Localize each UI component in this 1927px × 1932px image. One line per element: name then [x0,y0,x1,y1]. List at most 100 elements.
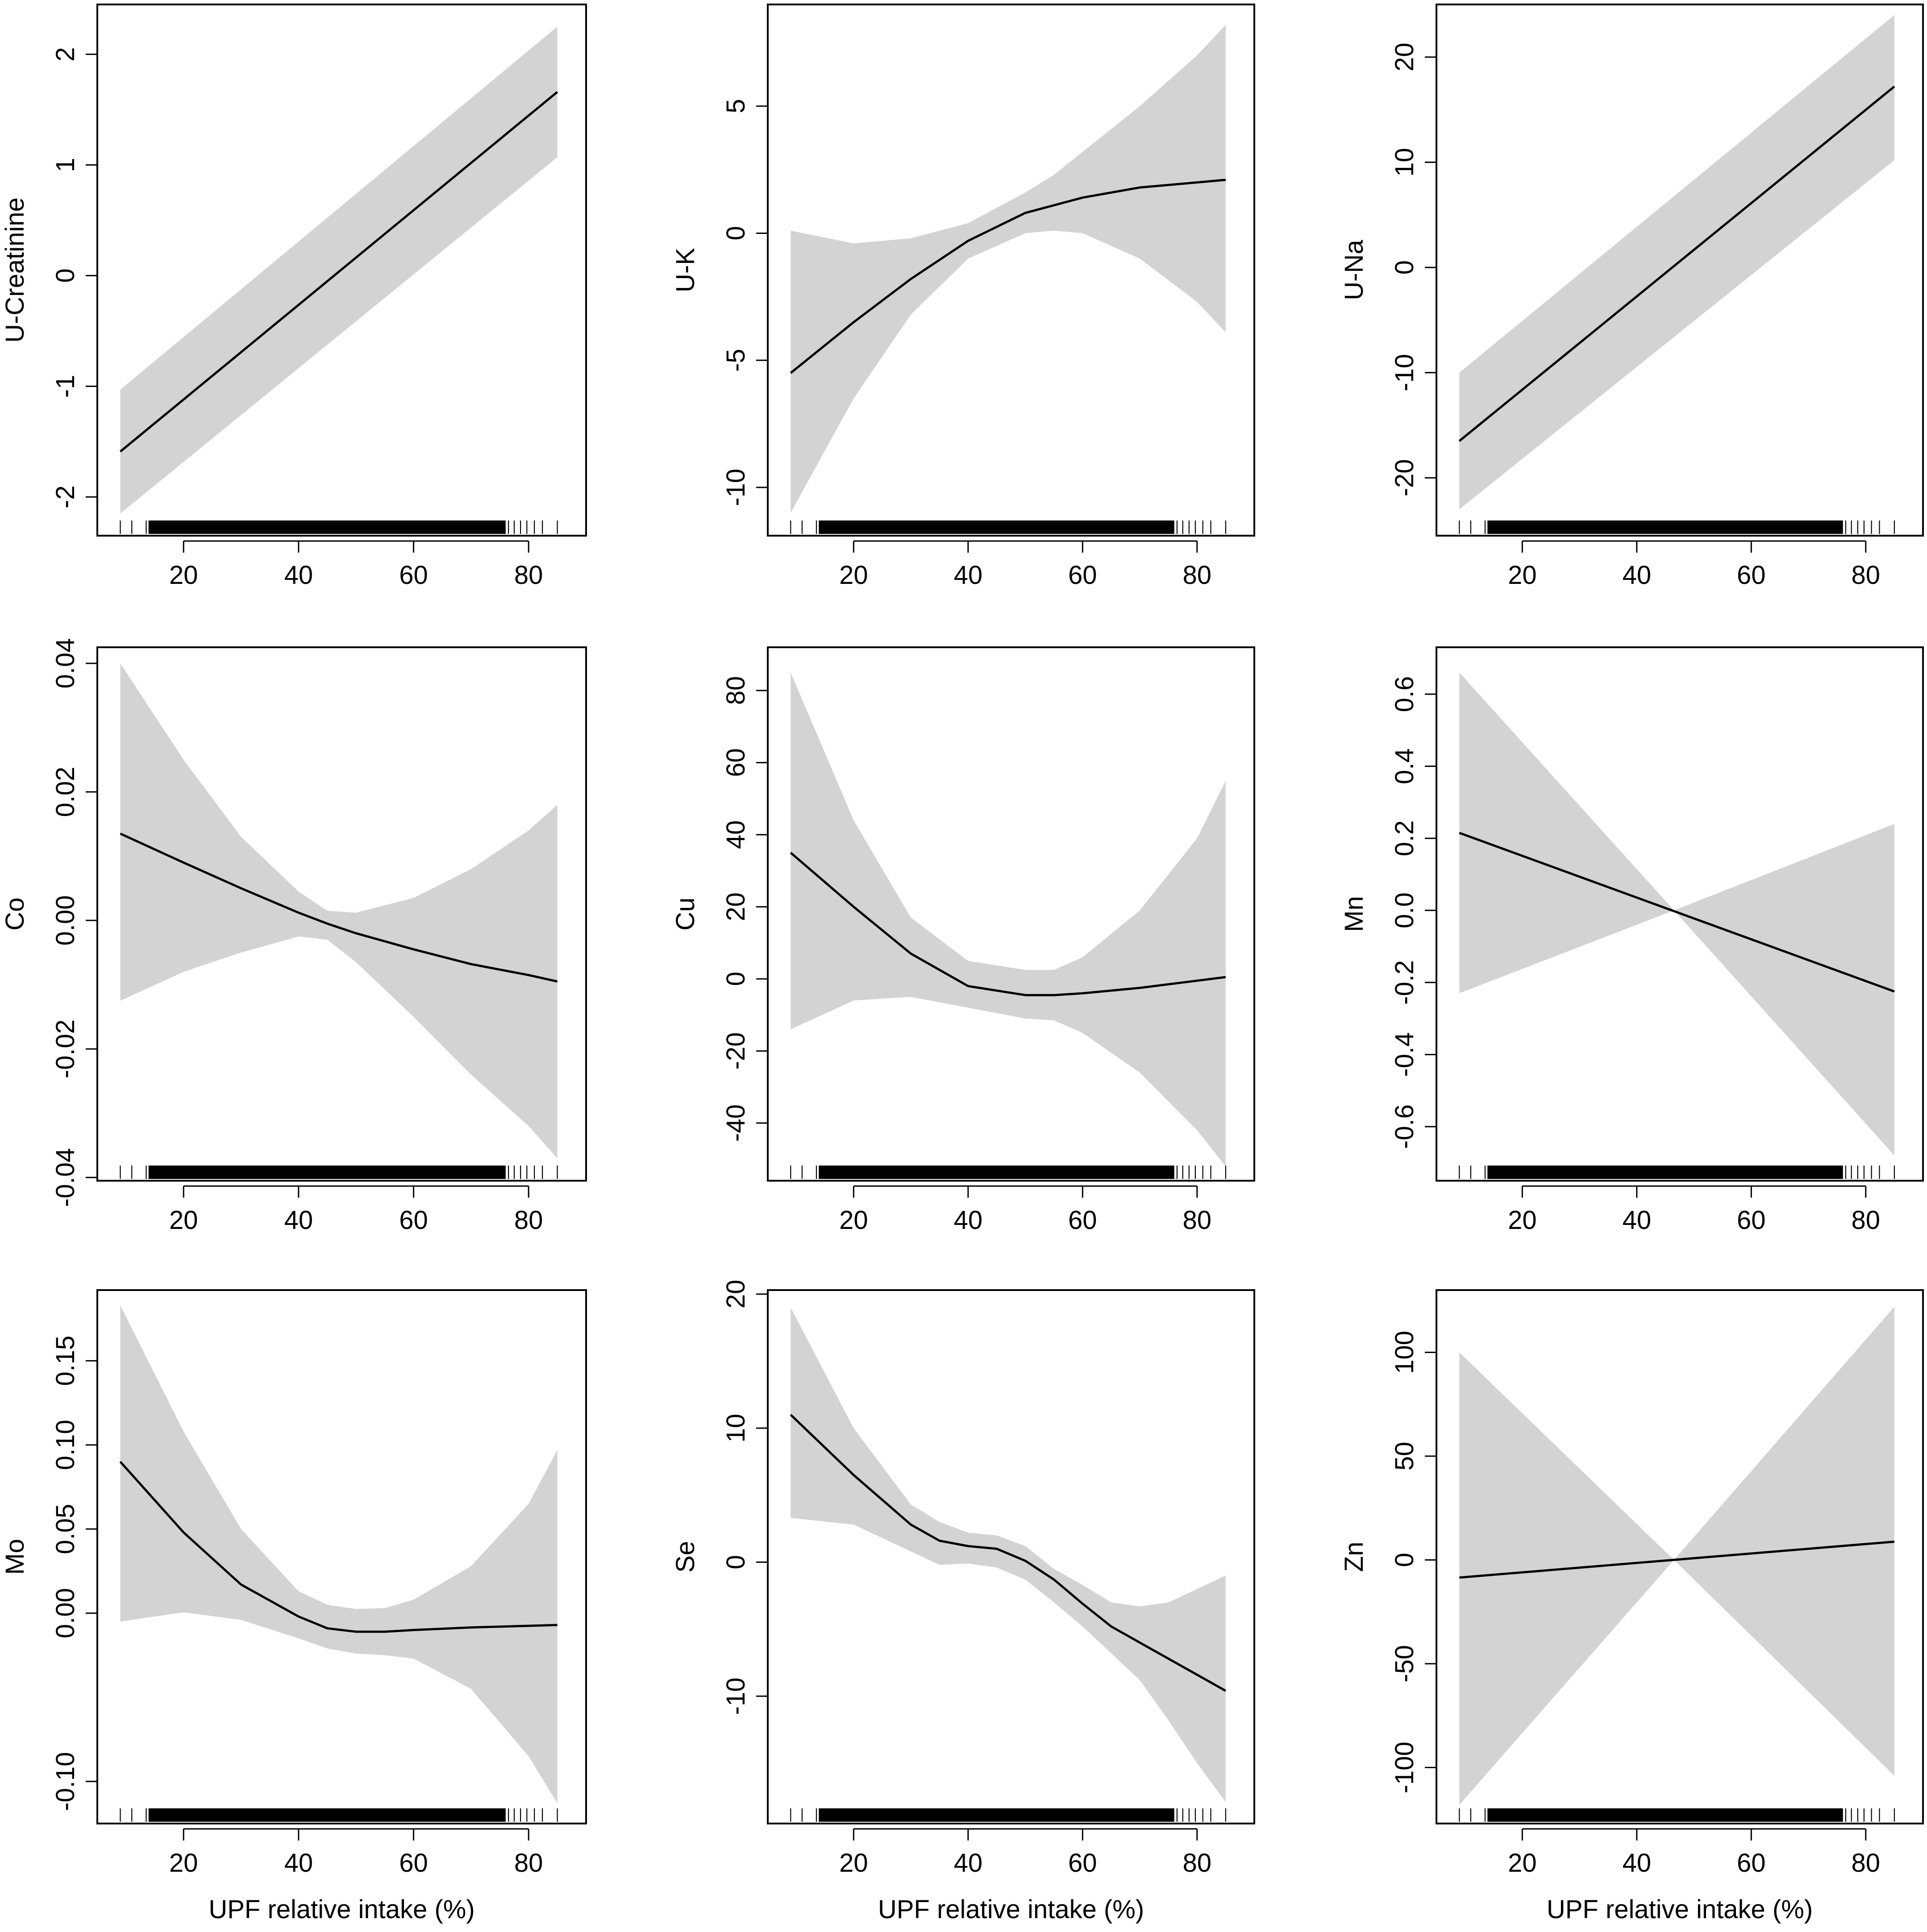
y-tick-label: 0.0 [1390,892,1419,929]
rug-marks [120,520,558,534]
confidence-band [120,26,558,514]
confidence-band [120,663,558,1158]
y-tick-label: -10 [721,1678,750,1715]
y-axis-label: Co [0,897,29,930]
x-tick-label: 60 [1068,1849,1097,1878]
y-axis: -40 -20 0 20 40 60 80 Cu [671,676,769,1142]
rug-marks [120,1166,558,1179]
series-line [790,1414,1227,1692]
panel-se: 20 40 60 80 UPF relative intake (%) -10 0 10 20 S… [671,1280,1255,1924]
x-tick-label: 80 [1183,1849,1212,1878]
y-tick-label: 10 [1390,148,1419,177]
y-axis: -0.04 -0.02 0.00 0.02 0.04 Co [0,638,98,1207]
y-tick-label: 5 [721,99,750,113]
x-tick-label: 40 [1623,561,1652,590]
y-tick-label: -40 [721,1104,750,1142]
x-tick-label: 20 [169,1849,198,1878]
y-tick-label: -5 [721,349,750,372]
x-tick-label: 80 [1183,561,1212,590]
x-tick-label: 40 [954,561,983,590]
y-tick-label: -0.02 [51,1020,80,1078]
rug-marks [1459,1166,1895,1179]
y-axis: -2 -1 0 1 2 U-Creatinine [0,47,98,508]
x-tick-label: 80 [514,1849,543,1878]
panel-co: 20 40 60 80 -0.04 -0.02 0.00 0.02 0.04 Co [0,638,587,1235]
x-tick-label: 60 [1068,1206,1097,1235]
y-tick-label: 0 [721,226,750,240]
x-axis: 20 40 60 80 [1508,1185,1881,1235]
panel-mn: 20 40 60 80 -0.6 -0.4 -0.2 0.0 0.2 0.4 0.6 Mn [1340,646,1924,1235]
series-line [119,91,558,453]
series-line [120,833,558,983]
y-tick-label: 0.2 [1390,820,1419,857]
y-tick-label: 10 [721,1414,750,1443]
series-line [1459,1541,1895,1579]
rug-marks [120,1808,558,1822]
confidence-band [791,25,1226,513]
panel-mo: 20 40 60 80 UPF relative intake (%) -0.10 0.00… [0,1289,587,1924]
x-tick-label: 20 [839,1849,868,1878]
y-tick-label: -10 [721,469,750,506]
x-axis: 20 40 60 80 [1508,540,1881,590]
y-tick-label: 20 [721,1280,750,1309]
x-tick-label: 20 [1508,561,1537,590]
y-tick-label: 0.02 [51,766,80,817]
x-tick-label: 60 [1068,561,1097,590]
x-tick-label: 40 [954,1206,983,1235]
rug-marks [1459,520,1895,534]
y-axis-label: Se [671,1541,700,1573]
x-tick-label: 40 [954,1849,983,1878]
rug-marks [790,1808,1226,1822]
y-tick-label: -20 [1390,459,1419,496]
y-axis: -10 -5 0 5 U-K [671,99,769,506]
x-tick-label: 60 [399,1849,428,1878]
y-tick-label: 0 [51,268,80,283]
y-tick-label: 0.05 [51,1504,80,1554]
confidence-band [1459,672,1894,1156]
x-tick-label: 60 [399,561,428,590]
y-tick-label: -10 [1390,354,1419,391]
y-axis-label: Zn [1340,1542,1369,1572]
y-tick-label: -0.04 [51,1148,80,1207]
x-tick-label: 40 [1623,1849,1652,1878]
y-tick-label: 0.4 [1390,748,1419,784]
x-axis: 20 40 60 80 [169,1185,543,1235]
y-tick-label: -0.6 [1390,1104,1419,1149]
x-tick-label: 80 [514,1206,543,1235]
y-tick-label: 80 [721,676,750,705]
x-tick-label: 80 [514,561,543,590]
y-tick-label: 0 [721,972,750,986]
x-tick-label: 40 [284,561,313,590]
confidence-band [1459,1307,1894,1805]
x-tick-label: 60 [1737,561,1766,590]
x-axis: 20 40 60 80 UPF relative intake (%) [1508,1828,1881,1924]
x-tick-label: 60 [399,1206,428,1235]
x-tick-label: 80 [1852,1206,1881,1235]
x-axis: 20 40 60 80 UPF relative intake (%) [839,1828,1212,1924]
y-tick-label: -100 [1390,1741,1419,1793]
y-tick-label: 2 [51,47,80,61]
x-tick-label: 20 [169,561,198,590]
y-tick-label: -50 [1390,1645,1419,1682]
y-tick-label: 60 [721,748,750,777]
x-tick-label: 20 [1508,1849,1537,1878]
rug-marks [790,520,1226,534]
y-tick-label: -0.4 [1390,1032,1419,1077]
y-tick-label: -0.10 [51,1752,80,1811]
x-tick-label: 80 [1852,561,1881,590]
x-tick-label: 60 [1737,1206,1766,1235]
confidence-band [1459,15,1894,510]
y-tick-label: 40 [721,820,750,849]
x-tick-label: 80 [1852,1849,1881,1878]
y-axis: -100 -50 0 50 100 Zn [1340,1331,1437,1794]
y-tick-label: 0.00 [51,1588,80,1638]
y-tick-label: -1 [51,375,80,398]
x-axis: 20 40 60 80 UPF relative intake (%) [169,1828,543,1924]
y-tick-label: 0 [721,1555,750,1569]
x-axis-label: UPF relative intake (%) [208,1895,474,1924]
x-tick-label: 40 [284,1206,313,1235]
y-tick-label: 0.04 [51,638,80,689]
confidence-band [791,672,1226,1166]
x-tick-label: 20 [839,1206,868,1235]
